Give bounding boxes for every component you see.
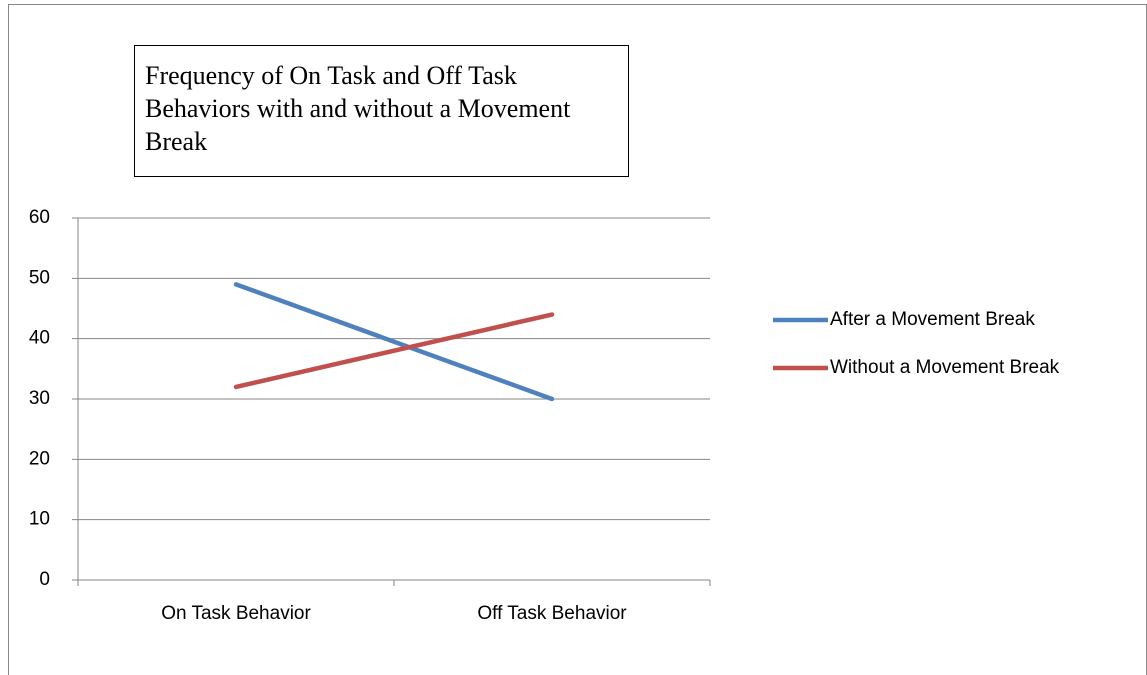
- y-tick-label: 30: [29, 388, 50, 409]
- series-line: [233, 282, 555, 402]
- x-tick-label: Off Task Behavior: [477, 603, 627, 624]
- y-tick-label: 0: [39, 569, 50, 590]
- legend-label: After a Movement Break: [830, 309, 1035, 330]
- y-tick-label: 40: [29, 328, 50, 349]
- chart-title: Frequency of On Task and Off Task Behavi…: [134, 45, 629, 177]
- y-tick-label: 50: [29, 267, 50, 288]
- y-tick-label: 60: [29, 207, 50, 228]
- legend-label: Without a Movement Break: [830, 357, 1060, 378]
- x-tick-label: On Task Behavior: [161, 603, 311, 624]
- y-tick-label: 20: [29, 448, 50, 469]
- y-tick-label: 10: [29, 509, 50, 530]
- series-line: [233, 312, 555, 390]
